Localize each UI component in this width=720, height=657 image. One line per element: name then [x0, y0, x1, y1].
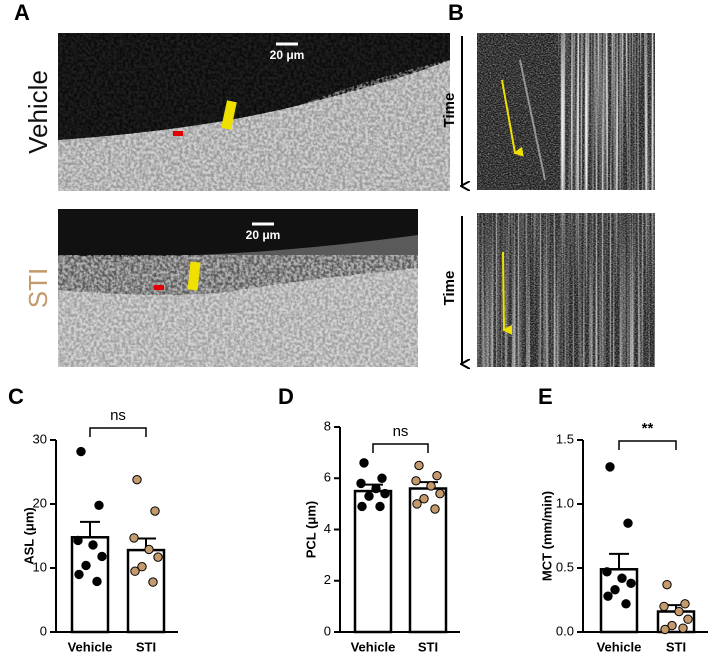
data-point — [621, 599, 631, 609]
panel-label: E — [538, 384, 553, 409]
kymograph-sti — [462, 213, 655, 367]
y-tick-label: 6 — [324, 470, 331, 485]
data-point — [603, 591, 613, 601]
data-point — [364, 491, 374, 501]
data-point — [674, 606, 684, 617]
y-tick-label: 1.0 — [556, 495, 574, 510]
time-label: Time — [441, 93, 458, 128]
data-point — [144, 544, 154, 555]
data-point — [375, 501, 385, 512]
y-tick-label: 0.0 — [556, 623, 574, 638]
y-tick-label: 30 — [33, 431, 47, 446]
data-point — [153, 552, 163, 562]
panel-label: C — [8, 384, 24, 409]
data-point — [610, 585, 620, 595]
significance-bracket — [89, 427, 147, 437]
data-point — [74, 569, 84, 580]
data-point — [659, 601, 669, 612]
scale-bar-label: 20 μm — [246, 228, 281, 242]
data-point — [411, 476, 421, 486]
y-axis-label: PCL (μm) — [303, 501, 318, 559]
significance-bracket — [618, 440, 677, 450]
data-point — [357, 501, 367, 512]
data-point — [359, 458, 369, 468]
significance-bracket — [372, 443, 429, 453]
y-tick-label: 20 — [33, 495, 47, 510]
condition-label: Vehicle — [23, 70, 53, 154]
x-tick-label: Vehicle — [68, 639, 113, 654]
y-tick-label: 0.5 — [556, 559, 574, 574]
data-point — [683, 614, 693, 624]
y-tick-label: 2 — [324, 572, 331, 587]
data-point — [617, 573, 627, 583]
data-point — [76, 446, 86, 457]
data-point — [667, 620, 677, 631]
y-tick-label: 10 — [33, 559, 47, 574]
data-point — [678, 623, 688, 633]
y-tick-label: 0 — [324, 623, 331, 638]
error-bar — [80, 520, 100, 538]
kymograph-vehicle — [462, 33, 655, 190]
panel-label: D — [278, 384, 294, 409]
data-point — [132, 474, 142, 485]
data-point — [356, 478, 366, 489]
data-point — [432, 470, 442, 481]
error-bar — [609, 552, 629, 570]
data-point — [430, 504, 440, 514]
data-point — [88, 540, 98, 550]
y-tick-label: 8 — [324, 418, 331, 433]
significance-label: ** — [642, 420, 654, 437]
x-tick-label: STI — [666, 639, 686, 654]
data-point — [419, 494, 429, 504]
data-point — [94, 500, 104, 510]
data-point — [602, 567, 612, 577]
y-axis-label: ASL (μm) — [21, 507, 36, 565]
data-point — [377, 473, 387, 483]
data-point — [380, 488, 390, 499]
x-tick-label: STI — [136, 639, 156, 654]
y-tick-label: 1.5 — [556, 431, 574, 446]
panel-label: A — [14, 0, 30, 25]
data-point — [150, 506, 160, 516]
data-point — [81, 560, 91, 571]
data-point — [412, 499, 422, 509]
data-point — [680, 599, 690, 609]
data-point — [148, 577, 158, 587]
bar — [408, 487, 448, 634]
data-point — [92, 576, 102, 587]
data-point — [129, 533, 139, 543]
data-point — [97, 551, 107, 562]
data-point — [605, 462, 615, 472]
data-point — [626, 578, 636, 589]
x-tick-label: Vehicle — [351, 639, 396, 654]
time-label: Time — [441, 271, 458, 306]
significance-label: ns — [110, 407, 126, 424]
data-point — [371, 483, 381, 494]
data-point — [73, 535, 83, 546]
vehicle-image — [58, 33, 450, 191]
y-axis-label: MCT (mm/min) — [539, 491, 554, 581]
condition-label: STI — [23, 268, 53, 308]
bar — [353, 489, 393, 634]
y-tick-label: 0 — [40, 623, 47, 638]
data-point — [414, 460, 424, 471]
data-point — [435, 488, 445, 499]
scale-bar-label: 20 μm — [270, 48, 305, 62]
data-point — [623, 518, 633, 528]
data-point — [426, 481, 436, 491]
sti-image — [58, 209, 418, 367]
x-tick-label: STI — [418, 639, 438, 654]
bar — [70, 536, 110, 634]
significance-label: ns — [393, 423, 409, 440]
panel-label: B — [448, 0, 464, 25]
data-point — [660, 624, 670, 635]
data-point — [137, 562, 147, 572]
data-point — [662, 579, 672, 590]
data-point — [130, 566, 140, 576]
y-tick-label: 4 — [324, 521, 331, 536]
x-tick-label: Vehicle — [597, 639, 642, 654]
bar — [126, 548, 166, 634]
